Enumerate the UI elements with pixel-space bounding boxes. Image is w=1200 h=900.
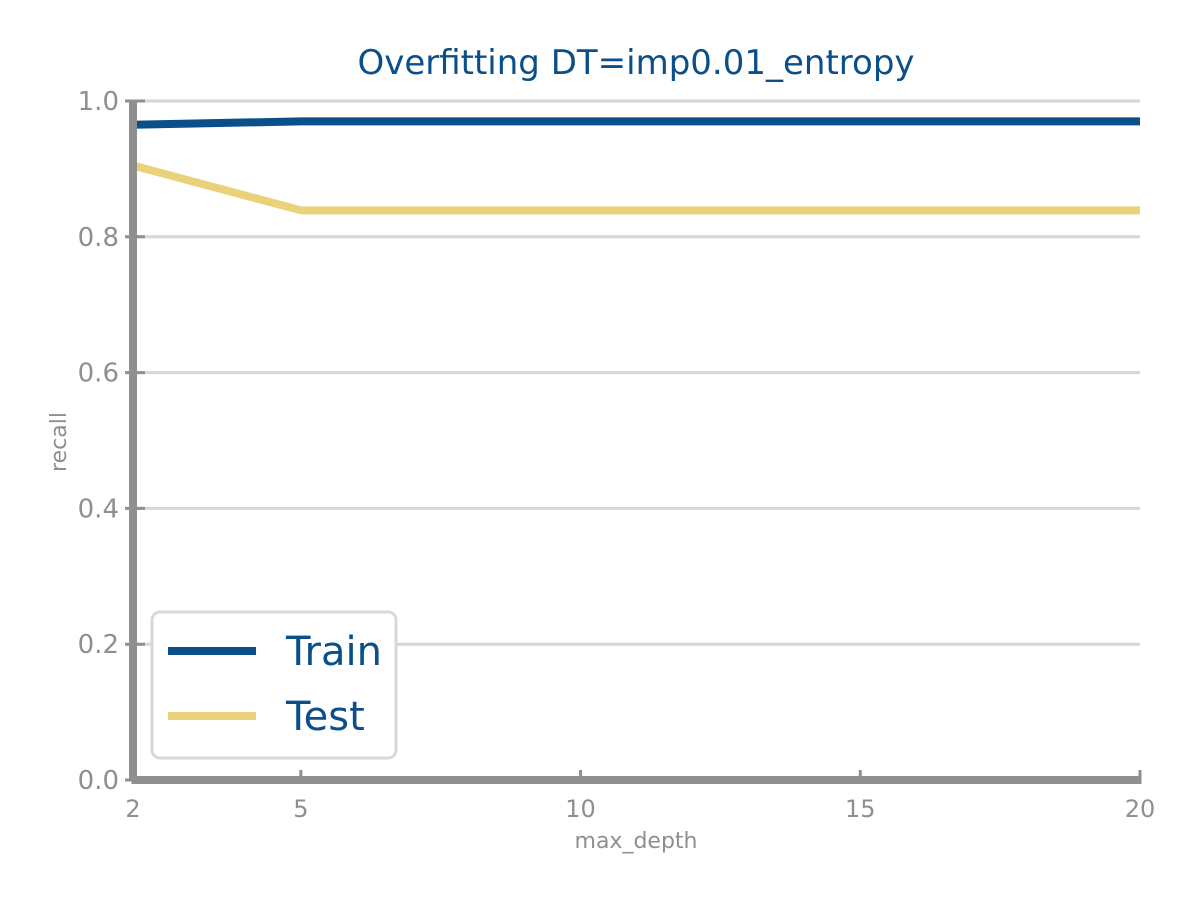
x-tick-label: 10 xyxy=(565,795,596,823)
y-tick-label: 0.8 xyxy=(78,223,119,253)
x-tick-label: 15 xyxy=(845,795,876,823)
x-tick-label: 2 xyxy=(125,795,140,823)
y-tick-label: 1.0 xyxy=(78,87,119,117)
y-axis-label: recall xyxy=(47,412,72,472)
legend-label-train: Train xyxy=(285,629,382,675)
y-tick-label: 0.0 xyxy=(78,766,119,796)
chart-title: Overfitting DT=imp0.01_entropy xyxy=(357,43,914,83)
x-tick-label: 5 xyxy=(293,795,308,823)
x-axis-label: max_depth xyxy=(575,829,698,854)
legend-label-test: Test xyxy=(285,694,365,740)
x-tick-label: 20 xyxy=(1125,795,1156,823)
series-line-train xyxy=(133,121,1140,124)
legend: Train Test xyxy=(152,612,396,758)
y-tick-label: 0.6 xyxy=(78,359,119,389)
y-tick-label: 0.4 xyxy=(78,494,119,524)
y-tick-label: 0.2 xyxy=(78,630,119,660)
